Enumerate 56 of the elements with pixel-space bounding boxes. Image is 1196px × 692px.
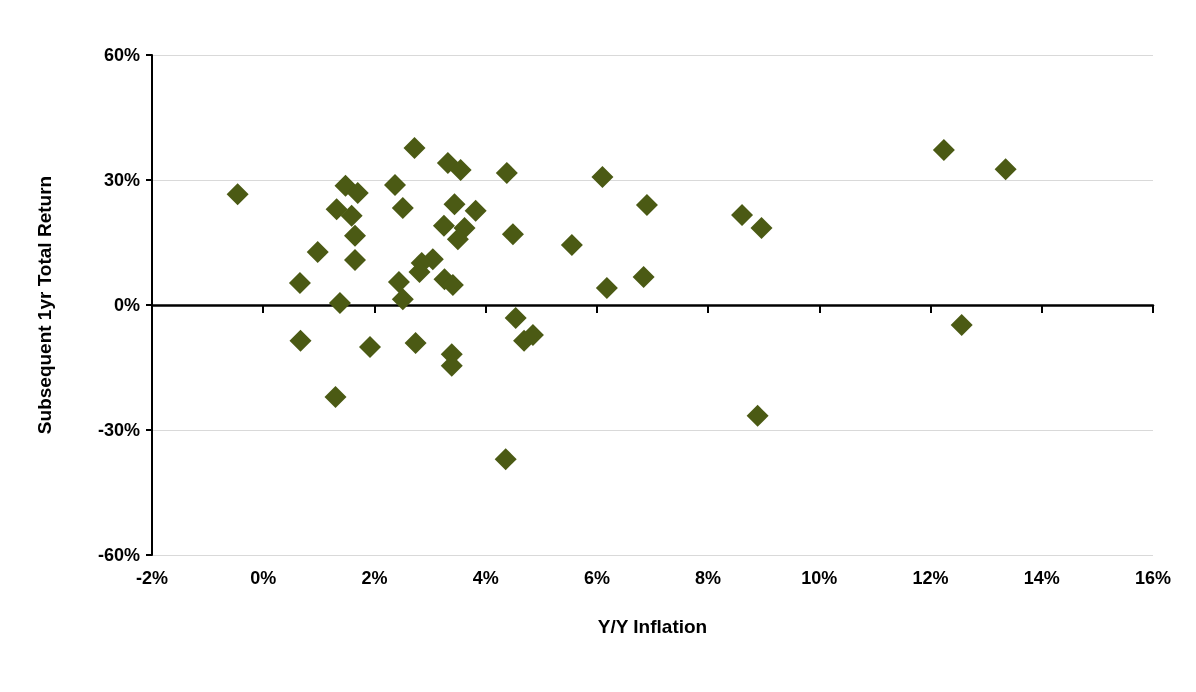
x-tick-label: 14% [1023,568,1060,588]
x-tick-label: 0% [250,568,277,588]
x-tick-label: -2% [135,568,169,588]
point [289,329,312,352]
point [560,234,583,256]
point [750,216,773,239]
point [340,204,363,227]
point [504,306,527,329]
point [359,336,381,359]
point [501,223,524,246]
x-tick-label: 16% [1134,568,1172,588]
point [324,386,347,409]
point [387,271,410,294]
point [328,291,351,314]
point [464,199,487,222]
point [950,314,973,336]
point [346,181,369,204]
y-tick-label: 0% [113,295,140,315]
x-tick-label: 4% [472,568,499,588]
point [449,159,472,181]
x-tick-label: 12% [912,568,949,588]
point [595,276,618,299]
point [432,214,455,237]
point [343,249,366,271]
point [746,404,769,427]
point [404,331,427,354]
point [446,228,469,251]
point [391,196,414,219]
point [325,198,348,221]
point [635,194,658,216]
point [391,288,414,311]
point [443,193,466,216]
point [436,151,459,174]
point [384,174,407,196]
x-axis-title: Y/Y Inflation [597,616,708,637]
y-tick-label: 30% [103,170,140,190]
y-axis-title: Subsequent 1yr Total Return [34,175,55,435]
point [731,204,754,226]
point [494,448,517,471]
x-tick-label: 2% [361,568,388,588]
point [288,271,311,294]
x-tick-label: 10% [801,568,838,588]
point [994,158,1017,181]
point [343,224,366,247]
point [495,161,518,184]
x-tick-label: 6% [583,568,610,588]
point [226,183,249,206]
y-tick-label: 60% [103,45,140,65]
y-tick-label: -60% [97,545,140,565]
point [591,166,614,189]
x-tick-label: 8% [695,568,722,588]
point [932,139,955,161]
point [306,241,329,264]
point [403,136,426,159]
y-tick-label: -30% [97,420,140,440]
point [632,266,655,289]
